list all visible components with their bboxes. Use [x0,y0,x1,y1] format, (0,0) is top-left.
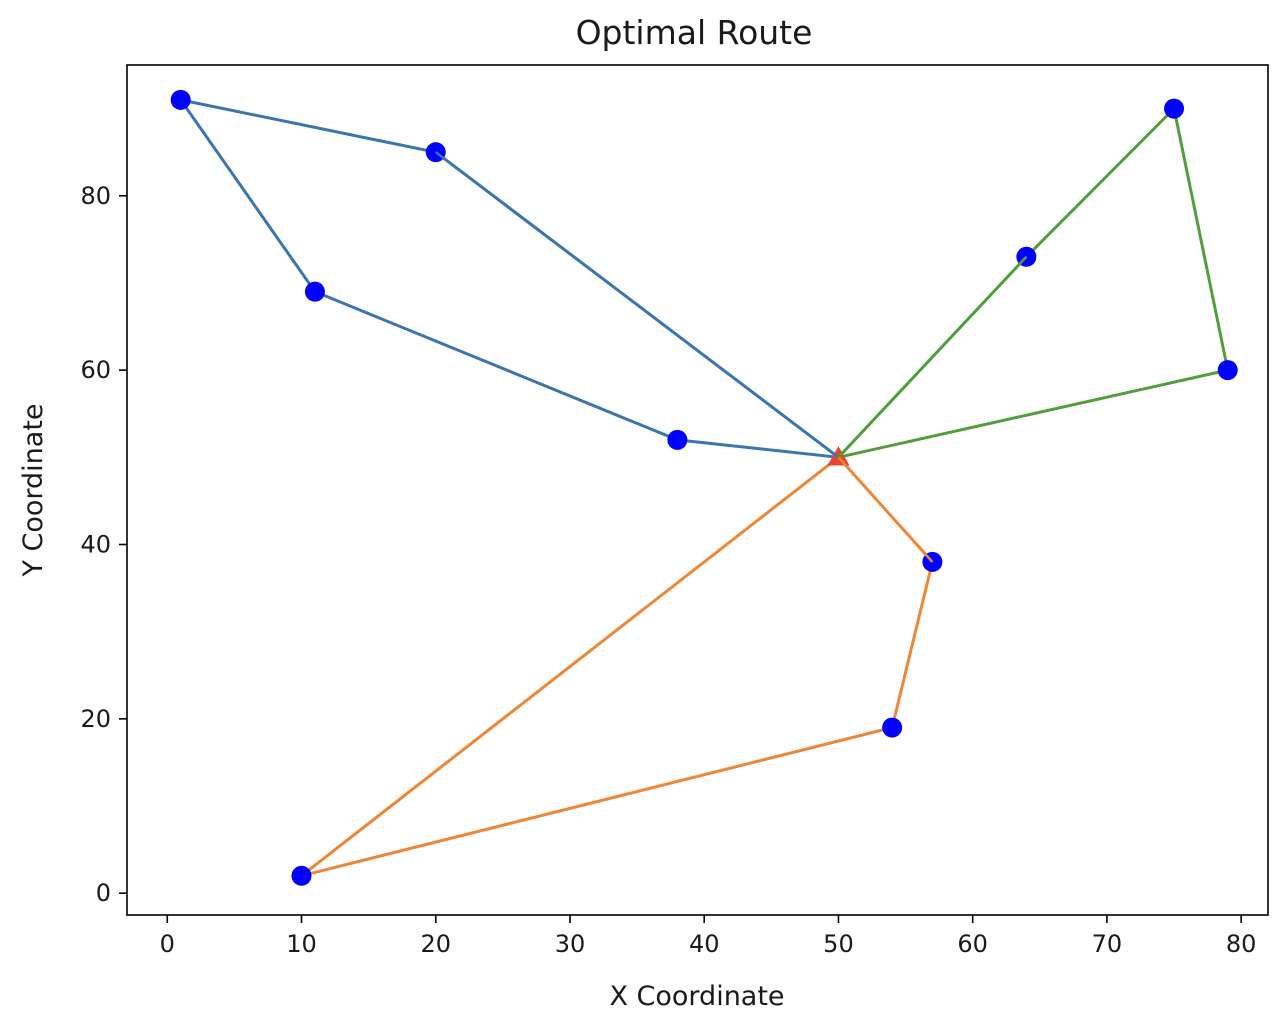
chart-title: Optimal Route [576,13,813,52]
x-tick-label: 50 [823,930,854,958]
y-tick-label: 60 [80,356,111,384]
route-segment-overlay-2 [837,456,934,563]
route-segment-overlay-3 [837,255,1028,459]
y-tick-label: 80 [80,182,111,210]
customer-point-5 [1164,98,1185,119]
route-segment-overlay-1 [434,151,840,459]
customer-point-3 [304,281,325,302]
customer-point-4 [667,429,688,450]
x-tick-label: 80 [1226,930,1257,958]
y-tick-label: 0 [96,879,111,907]
customer-point-1 [170,89,191,110]
customer-point-10 [291,865,312,886]
x-tick-label: 40 [689,930,720,958]
x-tick-label: 30 [555,930,586,958]
customer-point-9 [882,717,903,738]
y-tick-label: 40 [80,530,111,558]
customer-point-7 [1217,360,1238,381]
y-tick-label: 20 [80,705,111,733]
x-tick-label: 10 [286,930,317,958]
x-tick-label: 60 [957,930,988,958]
x-tick-label: 20 [420,930,451,958]
x-axis-label: X Coordinate [609,981,784,1012]
x-tick-label: 0 [160,930,175,958]
y-axis-label: Y Coordinate [18,403,49,577]
x-tick-label: 70 [1092,930,1123,958]
plot-frame [126,64,1269,916]
